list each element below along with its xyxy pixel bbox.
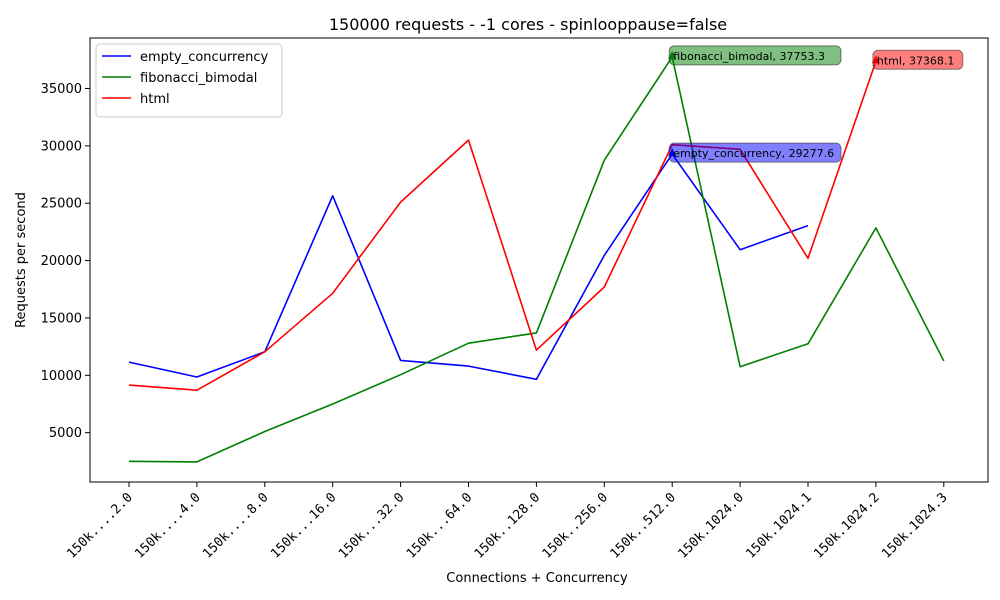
x-tick-label: 150k..128.0 (472, 490, 543, 561)
y-tick-label: 5000 (49, 426, 82, 441)
x-tick-label: 150k.1024.3 (879, 490, 950, 561)
y-tick-label: 30000 (41, 139, 82, 154)
x-tick-label: 150k.1024.2 (811, 490, 882, 561)
x-tick-label: 150k....4.0 (132, 490, 203, 561)
x-axis: 150k....2.0150k....4.0150k....8.0150k...… (64, 482, 951, 562)
x-tick-label: 150k..512.0 (608, 490, 679, 561)
legend-label-empty-concurrency: empty_concurrency (140, 50, 268, 65)
plot-area (89, 37, 989, 483)
series-line-html (128, 61, 877, 392)
annotation-label-fibonacci-bimodal: fibonacci_bimodal, 37753.3 (673, 50, 825, 63)
x-tick-label: 150k...16.0 (268, 490, 339, 561)
y-tick-label: 25000 (41, 197, 82, 212)
series-lines (128, 56, 945, 463)
x-tick-label: 150k....2.0 (64, 490, 135, 561)
annotation-label-html: html, 37368.1 (877, 54, 955, 67)
y-tick-label: 35000 (41, 82, 82, 97)
y-axis-label: Requests per second (14, 192, 29, 328)
x-tick-label: 150k.1024.0 (675, 490, 746, 561)
x-tick-label: 150k....8.0 (200, 490, 271, 561)
legend-box (95, 43, 283, 118)
legend-label-html: html (140, 92, 170, 107)
legend: empty_concurrency fibonacci_bimodal html (95, 43, 283, 118)
x-tick-label: 150k...32.0 (336, 490, 407, 561)
annotation-box-empty-concurrency (668, 142, 842, 163)
x-tick-label: 150k..256.0 (540, 490, 611, 561)
y-tick-label: 20000 (41, 254, 82, 269)
y-axis: 5000 10000 15000 20000 25000 30000 35000 (41, 82, 90, 441)
chart-title: 150000 requests - -1 cores - spinlooppau… (329, 15, 727, 34)
annotation-box-fibonacci-bimodal (668, 45, 842, 66)
legend-label-fibonacci-bimodal: fibonacci_bimodal (140, 71, 257, 86)
y-tick-label: 10000 (41, 369, 82, 384)
x-tick-label: 150k...64.0 (404, 490, 475, 561)
series-line-empty-concurrency (128, 153, 809, 381)
y-tick-label: 15000 (41, 311, 82, 326)
annotations: fibonacci_bimodal, 37753.3 empty_concurre… (668, 45, 964, 163)
x-axis-label: Connections + Concurrency (446, 571, 628, 586)
annotation-box-html (872, 49, 964, 70)
series-line-fibonacci-bimodal (128, 56, 945, 463)
x-tick-label: 150k.1024.1 (743, 490, 814, 561)
annotation-label-empty-concurrency: empty_concurrency, 29277.6 (673, 147, 834, 160)
